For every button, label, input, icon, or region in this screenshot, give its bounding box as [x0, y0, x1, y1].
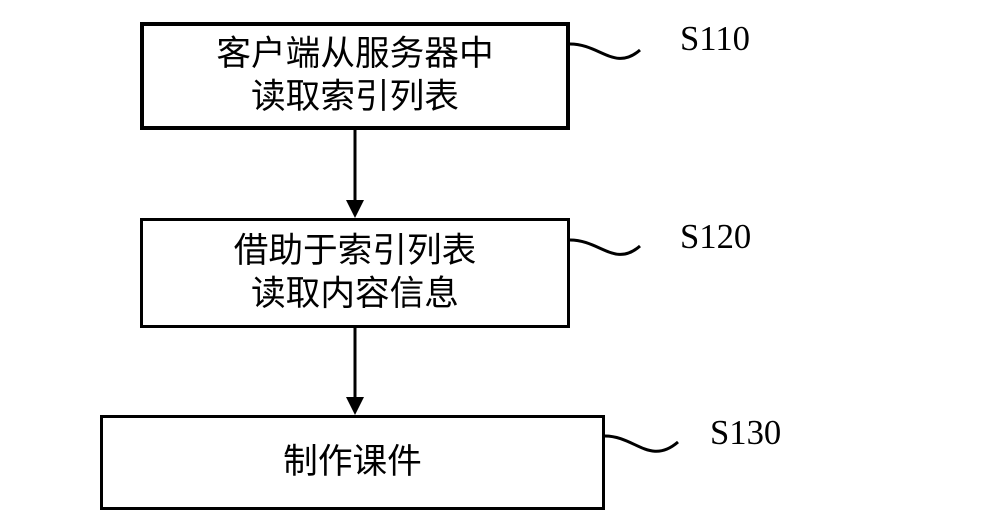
step-label-s110: S110 [680, 20, 750, 59]
step-label-s120: S120 [680, 218, 751, 257]
label-connector-s120 [570, 240, 640, 254]
step-label-s130: S130 [710, 414, 781, 453]
flow-node-text: 读取索引列表 [251, 76, 459, 119]
arrow-s110-to-s120 [346, 130, 364, 218]
arrow-s120-to-s130 [346, 328, 364, 415]
label-connector-s130 [605, 436, 678, 451]
flow-node-s120: 借助于索引列表 读取内容信息 [140, 218, 570, 328]
flow-node-s130: 制作课件 [100, 415, 605, 510]
flow-node-text: 客户端从服务器中 [216, 33, 493, 76]
flowchart-canvas: 客户端从服务器中 读取索引列表 借助于索引列表 读取内容信息 制作课件 S110… [0, 0, 1000, 522]
flow-node-s110: 客户端从服务器中 读取索引列表 [140, 22, 570, 130]
label-connector-s110 [570, 44, 640, 58]
flow-node-text: 制作课件 [283, 441, 422, 484]
flow-node-text: 借助于索引列表 [234, 230, 477, 273]
flow-node-text: 读取内容信息 [251, 273, 459, 316]
